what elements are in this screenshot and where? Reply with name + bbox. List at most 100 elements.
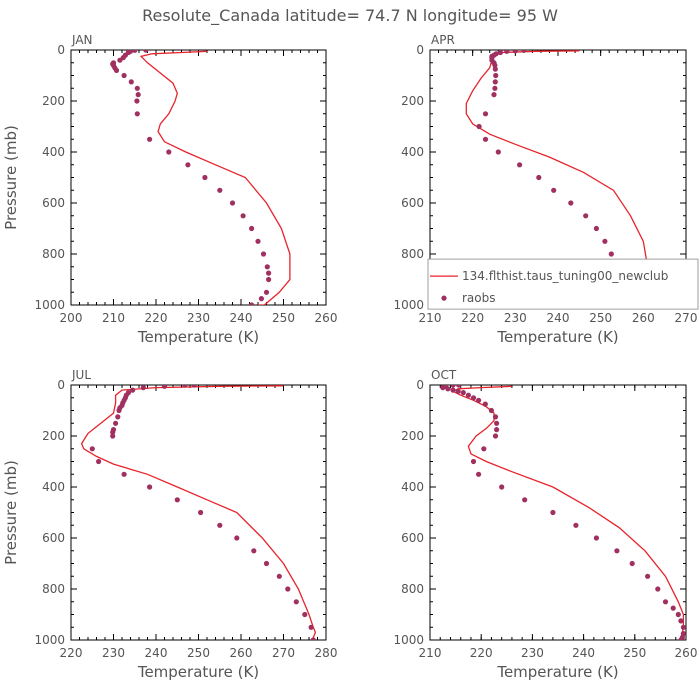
raobs-point (260, 251, 267, 257)
raobs-point (551, 187, 557, 193)
raobs-point (264, 264, 270, 270)
y-tick-label: 0 (416, 378, 424, 392)
figure-title: Resolute_Canada latitude= 74.7 N longitu… (142, 6, 558, 26)
raobs-point (481, 446, 487, 452)
raobs-point (132, 50, 138, 53)
y-tick-label: 200 (401, 94, 424, 108)
x-tick-label: 260 (632, 311, 655, 325)
raobs-point (134, 98, 140, 104)
raobs-point (456, 385, 462, 388)
raobs-point (263, 560, 270, 567)
x-tick-label: 230 (521, 646, 544, 660)
y-tick-label: 800 (42, 582, 65, 596)
raobs-point (240, 213, 246, 219)
raobs-point (302, 611, 308, 618)
raobs-point (310, 637, 316, 640)
raobs-point (655, 586, 661, 592)
raobs-point (499, 484, 505, 490)
raobs-point (497, 50, 503, 56)
raobs-point (470, 395, 477, 401)
raobs-point (96, 458, 102, 465)
raobs-point (476, 397, 482, 403)
raobs-point (217, 522, 223, 528)
raobs-point (174, 497, 180, 503)
raobs-point (249, 302, 255, 305)
plot-area (440, 385, 686, 640)
x-tick-label: 230 (504, 311, 527, 325)
legend-marker-swatch (441, 295, 447, 301)
y-tick-label: 600 (401, 196, 424, 210)
raobs-point (680, 631, 686, 637)
raobs-point (670, 605, 676, 611)
raobs-point (608, 251, 614, 257)
raobs-point (182, 385, 188, 388)
raobs-point (255, 238, 261, 244)
raobs-point (166, 149, 172, 155)
raobs-point (491, 92, 497, 98)
raobs-point (147, 136, 153, 142)
raobs-point (117, 57, 123, 63)
raobs-point (229, 200, 236, 206)
raobs-point (550, 509, 556, 516)
y-tick-label: 0 (57, 378, 65, 392)
raobs-point (522, 497, 528, 503)
y-axis-label: Pressure (mb) (2, 460, 20, 565)
raobs-point (568, 200, 574, 206)
x-tick-label: 200 (60, 311, 83, 325)
raobs-point (476, 471, 482, 477)
legend-entry-model: 134.flthist.taus_tuning00_newclub (462, 269, 668, 283)
raobs-point (293, 599, 299, 605)
x-tick-label: 270 (675, 311, 698, 325)
raobs-point (234, 535, 240, 541)
raobs-point (662, 599, 669, 605)
raobs-point (678, 618, 684, 624)
raobs-point (492, 414, 499, 420)
raobs-point (573, 522, 579, 528)
raobs-point (128, 79, 134, 85)
x-tick-label: 250 (589, 311, 612, 325)
x-tick-label: 220 (60, 646, 83, 660)
raobs-point (445, 386, 451, 392)
y-tick-label: 400 (401, 480, 424, 494)
plot-frame (70, 49, 327, 306)
plot-frame (429, 384, 687, 641)
raobs-point (512, 50, 518, 54)
raobs-point (583, 213, 589, 219)
x-tick-label: 250 (187, 646, 210, 660)
raobs-point (504, 50, 510, 54)
raobs-point (130, 387, 136, 393)
y-tick-label: 400 (401, 145, 424, 159)
raobs-point (482, 136, 489, 142)
raobs-point (134, 111, 140, 117)
raobs-point (465, 392, 471, 398)
x-tick-label: 210 (419, 311, 442, 325)
x-tick-label: 260 (230, 646, 253, 660)
x-axis-label: Temperature (K) (496, 663, 618, 681)
raobs-point (121, 72, 127, 79)
raobs-point (440, 385, 446, 391)
plot-area (110, 50, 291, 305)
y-tick-label: 200 (401, 429, 424, 443)
raobs-point (308, 624, 314, 630)
raobs-point (476, 123, 482, 130)
raobs-point (482, 111, 489, 117)
raobs-point (276, 573, 282, 579)
raobs-point (121, 471, 127, 477)
raobs-point (602, 238, 608, 244)
y-tick-label: 800 (401, 582, 424, 596)
raobs-point (675, 611, 681, 618)
y-tick-label: 1000 (393, 633, 424, 647)
raobs-point (450, 387, 456, 393)
raobs-point (488, 407, 494, 414)
y-tick-label: 1000 (34, 633, 65, 647)
x-tick-label: 240 (572, 646, 595, 660)
raobs-point (191, 385, 197, 388)
raobs-point (198, 509, 204, 516)
raobs-point (185, 162, 191, 168)
raobs-point (202, 174, 208, 181)
raobs-point (494, 427, 500, 433)
raobs-point (113, 420, 119, 426)
legend-entry-raobs: raobs (462, 291, 496, 305)
